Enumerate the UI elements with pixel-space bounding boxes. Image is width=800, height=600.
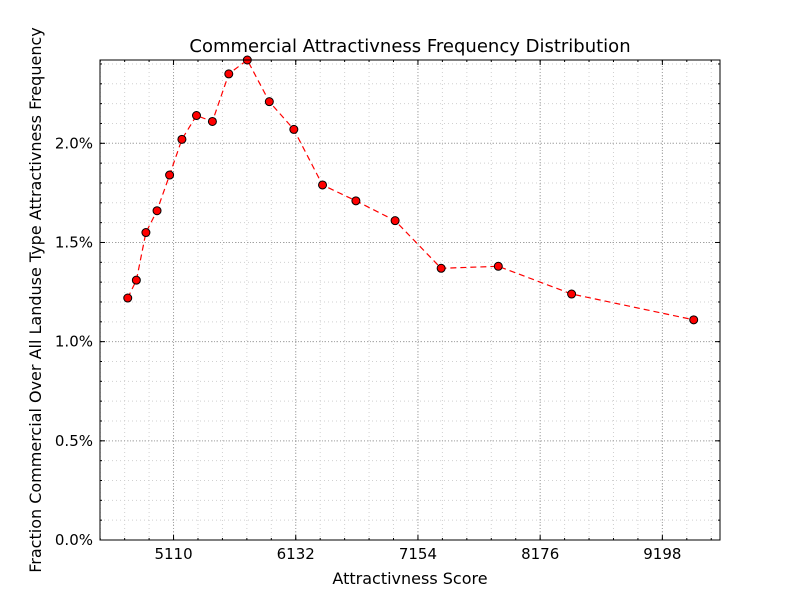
x-tick-label: 5110 — [154, 545, 192, 563]
data-point — [289, 124, 299, 134]
data-point — [567, 289, 577, 299]
y-axis-tick-labels: 0.0% 0.5% 1.0% 1.5% 2.0% — [55, 134, 93, 549]
plot-frame — [99, 59, 721, 541]
data-point — [191, 111, 201, 121]
x-tick-label: 7154 — [399, 545, 437, 563]
x-axis-tick-labels: 5110 6132 7154 8176 9198 — [154, 545, 681, 563]
data-point — [351, 196, 361, 206]
data-point — [152, 206, 162, 216]
y-tick-label: 2.0% — [55, 134, 93, 152]
data-point — [689, 315, 699, 325]
x-tick-label: 6132 — [277, 545, 315, 563]
series — [123, 55, 699, 325]
data-point — [318, 180, 328, 190]
data-point — [131, 275, 141, 285]
data-point — [141, 228, 151, 238]
data-point — [177, 134, 187, 144]
data-point — [207, 116, 217, 126]
data-point — [224, 69, 234, 79]
data-point — [123, 293, 133, 303]
data-point — [493, 261, 503, 271]
data-point — [165, 170, 175, 180]
x-axis-label: Attractivness Score — [332, 569, 487, 588]
series-line — [127, 59, 694, 321]
axis-ticks — [99, 60, 720, 541]
x-tick-label: 8176 — [521, 545, 559, 563]
x-tick-label: 9198 — [643, 545, 681, 563]
grid — [99, 60, 720, 541]
y-axis-label: Fraction Commercial Over All Landuse Typ… — [26, 27, 45, 572]
chart-title: Commercial Attractivness Frequency Distr… — [189, 36, 630, 57]
data-point — [264, 97, 274, 107]
data-point — [390, 216, 400, 226]
y-tick-label: 0.5% — [55, 432, 93, 450]
y-tick-label: 0.0% — [55, 531, 93, 549]
y-tick-label: 1.0% — [55, 333, 93, 351]
data-point — [436, 263, 446, 273]
y-tick-label: 1.5% — [55, 233, 93, 251]
